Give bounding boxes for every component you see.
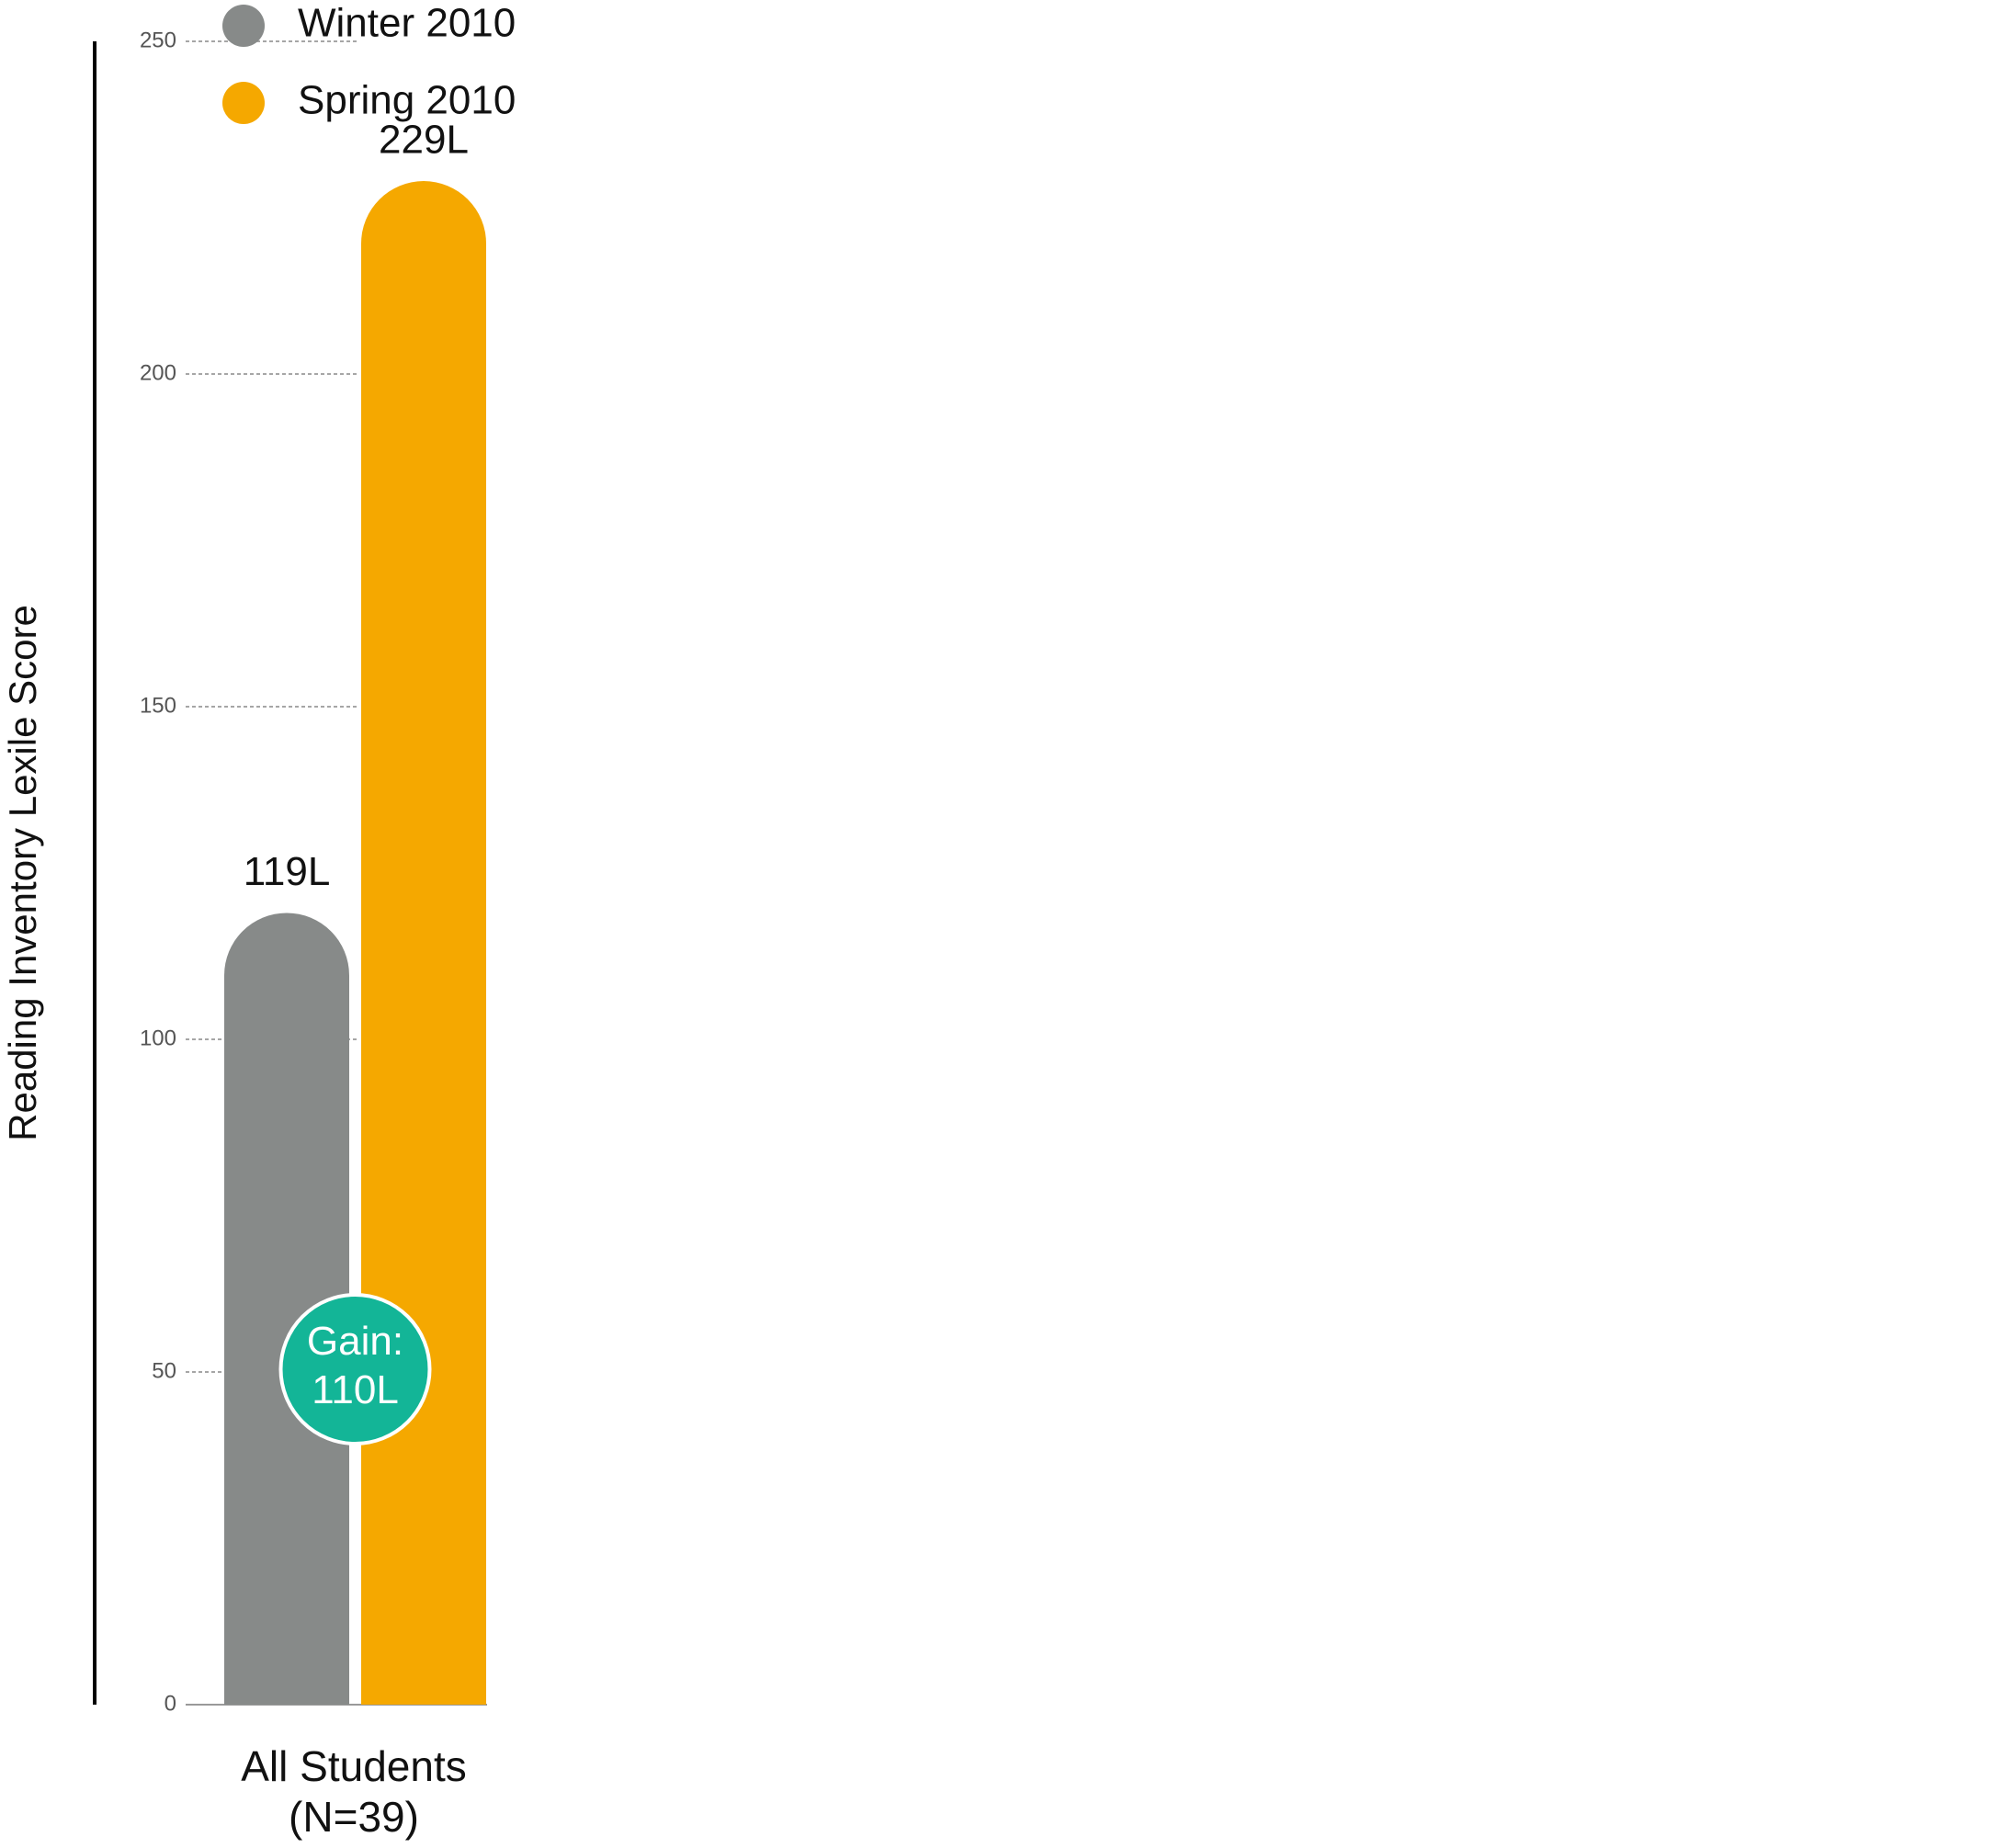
y-tick-label: 250 <box>140 28 176 52</box>
legend-label: Spring 2010 <box>298 78 516 123</box>
y-tick-label: 50 <box>152 1358 176 1383</box>
category-label: All Students (N=39) <box>241 1742 467 1842</box>
bar <box>224 913 349 1705</box>
annotation: Gain: 110L <box>306 1319 404 1412</box>
legend-swatch <box>222 82 265 124</box>
value-label: 119L <box>244 849 331 894</box>
legend-swatch <box>222 5 265 47</box>
y-tick-label: 100 <box>140 1026 176 1050</box>
annotation-bubble <box>278 1293 432 1446</box>
value-label: 229L <box>379 118 469 163</box>
bar <box>361 181 486 1705</box>
y-tick-label: 200 <box>140 360 176 385</box>
y-axis-label: Reading Inventory Lexile Score <box>1 605 44 1141</box>
legend-label: Winter 2010 <box>298 1 516 46</box>
y-tick-label: 0 <box>165 1691 176 1716</box>
y-tick-label: 150 <box>140 693 176 718</box>
